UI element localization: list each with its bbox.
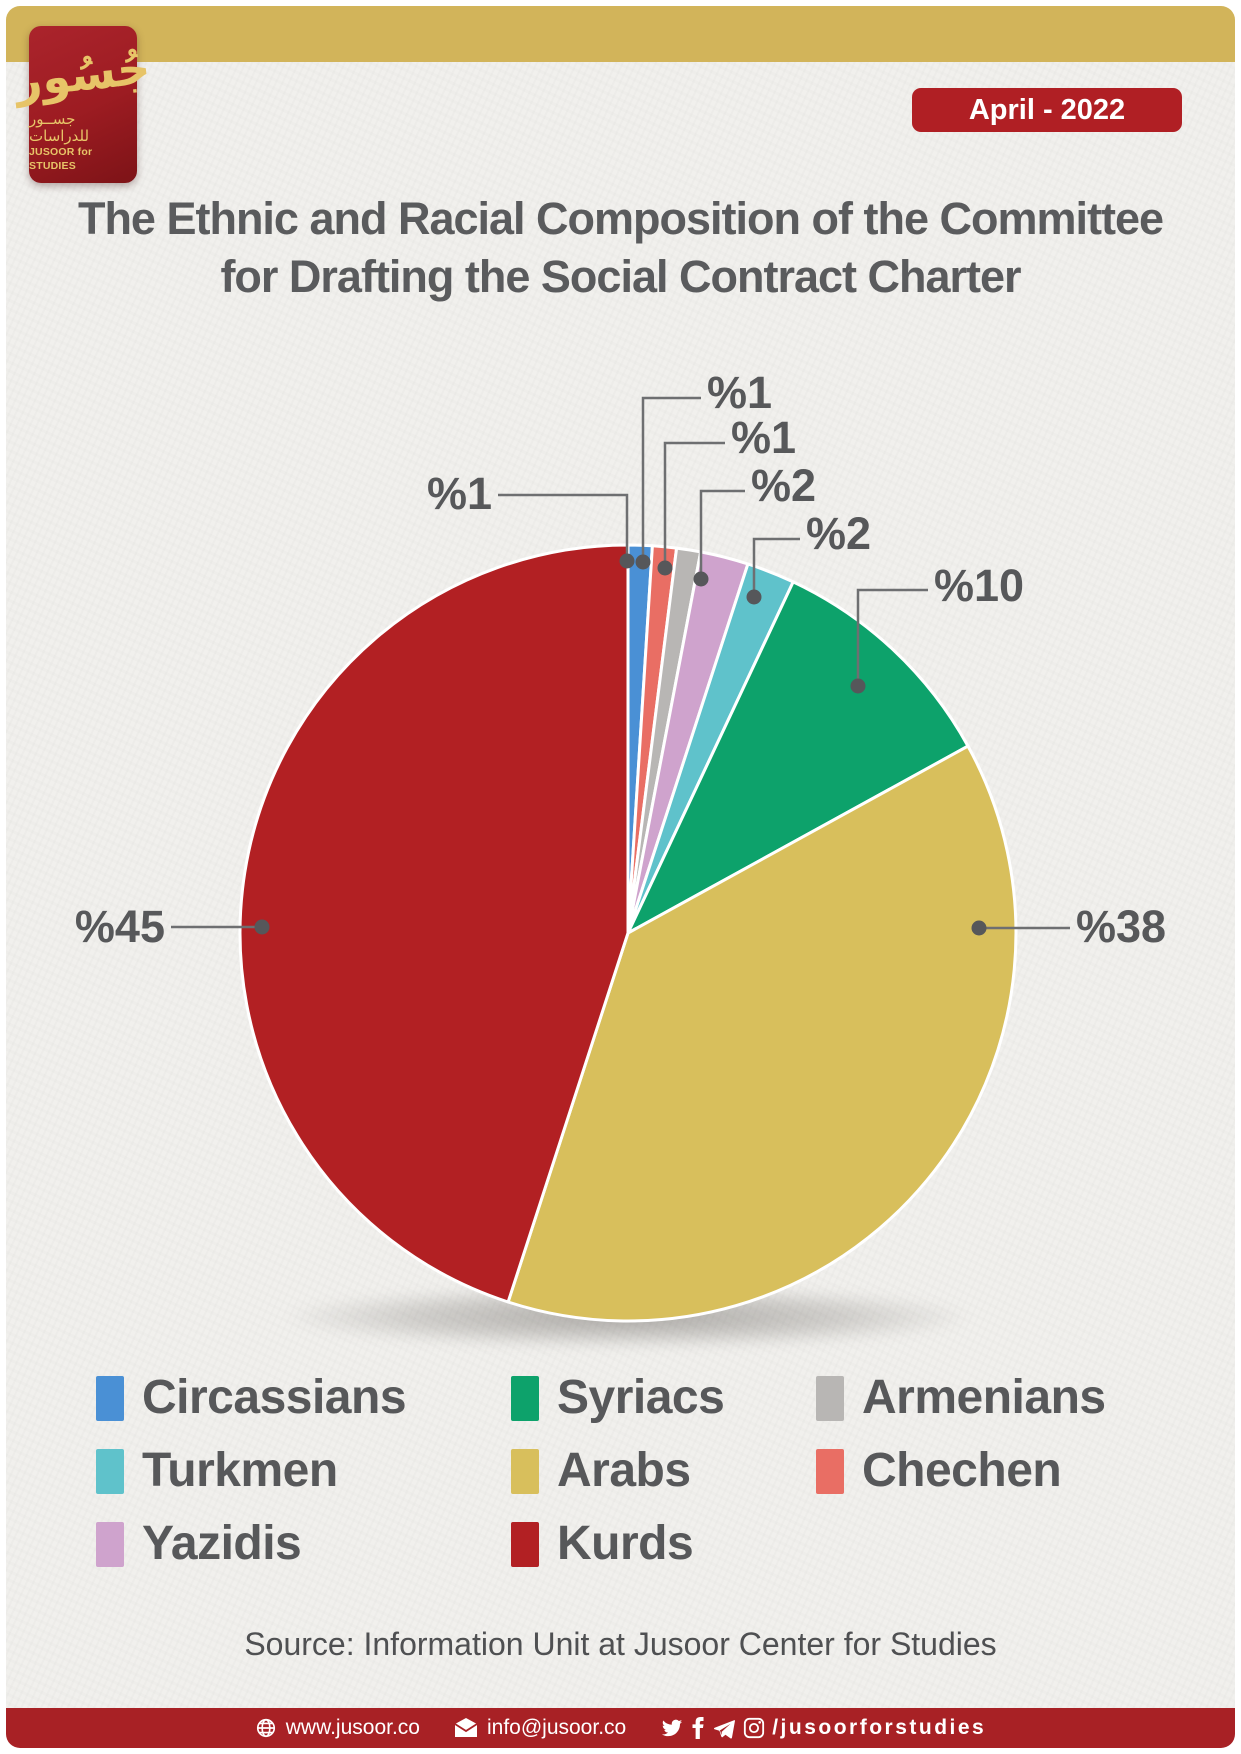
slice-label-chechen: %1 (707, 367, 773, 418)
pie-slice-arabs (506, 744, 1018, 1323)
top-gold-bar (6, 6, 1235, 62)
legend-item-turkmen: Turkmen (96, 1445, 511, 1497)
date-badge: April - 2022 (912, 88, 1182, 132)
footer-bar: www.jusoor.co info@jusoor.co (6, 1708, 1235, 1748)
page-title-line2: for Drafting the Social Contract Charter (220, 251, 1021, 302)
facebook-icon[interactable] (691, 1717, 705, 1739)
jusoor-logo: جُسُور جســور للدراسات JUSOOR for STUDIE… (13, 26, 153, 183)
pie-slice-kurds (238, 543, 630, 1304)
leader-line-chechen (641, 396, 701, 562)
legend-swatch-kurds (511, 1521, 539, 1567)
email-icon (454, 1718, 478, 1738)
legend-label-circassians: Circassians (142, 1371, 407, 1424)
legend-item-arabs: Arabs (511, 1445, 816, 1497)
logo-arabic-name: جســور للدراسات (29, 110, 90, 145)
legend-item-syriacs: Syriacs (511, 1372, 816, 1424)
legend-swatch-chechen (816, 1448, 844, 1494)
leader-dot-circassians (619, 553, 635, 569)
globe-icon (255, 1717, 277, 1739)
footer-email[interactable]: info@jusoor.co (486, 1716, 627, 1739)
leader-dot-kurds (254, 919, 270, 935)
pie-slice-syriacs (626, 580, 970, 935)
slice-label-kurds: %45 (74, 901, 165, 952)
slice-label-arabs: %38 (1076, 901, 1167, 952)
slice-label-yazidis: %2 (751, 460, 817, 511)
leader-line-circassians (498, 493, 629, 561)
legend-label-turkmen: Turkmen (142, 1444, 338, 1497)
instagram-icon[interactable] (743, 1717, 765, 1739)
legend-swatch-yazidis (96, 1521, 124, 1567)
leader-dot-armenians (657, 560, 673, 576)
leader-dot-chechen (635, 554, 651, 570)
legend-item-yazidis: Yazidis (96, 1518, 511, 1570)
leader-line-yazidis (699, 489, 745, 579)
footer-website[interactable]: www.jusoor.co (285, 1716, 420, 1739)
twitter-icon[interactable] (660, 1717, 684, 1739)
legend-label-arabs: Arabs (557, 1444, 691, 1497)
footer-website-group: www.jusoor.co (255, 1716, 420, 1740)
legend-label-yazidis: Yazidis (142, 1517, 302, 1570)
legend-label-chechen: Chechen (862, 1444, 1062, 1497)
legend-swatch-syriacs (511, 1375, 539, 1421)
slice-label-turkmen: %2 (806, 508, 872, 559)
page-title-line1: The Ethnic and Racial Composition of the… (77, 193, 1164, 244)
leader-dot-arabs (971, 920, 987, 936)
leader-dot-yazidis (693, 571, 709, 587)
leader-line-syriacs (856, 588, 928, 686)
leader-line-armenians (663, 441, 725, 568)
telegram-icon[interactable] (712, 1717, 736, 1739)
leader-dot-syriacs (850, 678, 866, 694)
chart-legend: Circassians Syriacs Armenians Turkmen Arabs C… (96, 1372, 1186, 1570)
legend-item-chechen: Chechen (816, 1445, 1186, 1497)
legend-item-kurds: Kurds (511, 1518, 816, 1570)
leader-dot-turkmen (746, 589, 762, 605)
legend-item-circassians: Circassians (96, 1372, 511, 1424)
logo-latin-name: JUSOOR for STUDIES (29, 146, 93, 172)
source-note: Source: Information Unit at Jusoor Cente… (244, 1626, 997, 1662)
footer-social-group: /jusoorforstudies (660, 1716, 986, 1740)
slice-label-circassians: %1 (426, 468, 492, 519)
legend-swatch-armenians (816, 1375, 844, 1421)
slice-label-armenians: %1 (731, 412, 797, 463)
page-title: The Ethnic and Racial Composition of the… (0, 190, 1241, 306)
legend-label-syriacs: Syriacs (557, 1371, 725, 1424)
legend-swatch-arabs (511, 1448, 539, 1494)
footer-social-handle[interactable]: /jusoorforstudies (772, 1716, 987, 1739)
legend-item-armenians: Armenians (816, 1372, 1186, 1424)
footer-email-group: info@jusoor.co (454, 1716, 626, 1740)
legend-label-kurds: Kurds (557, 1517, 694, 1570)
legend-label-armenians: Armenians (862, 1371, 1106, 1424)
slice-label-syriacs: %10 (934, 560, 1025, 611)
legend-swatch-turkmen (96, 1448, 124, 1494)
legend-swatch-circassians (96, 1375, 124, 1421)
leader-line-turkmen (752, 537, 800, 597)
